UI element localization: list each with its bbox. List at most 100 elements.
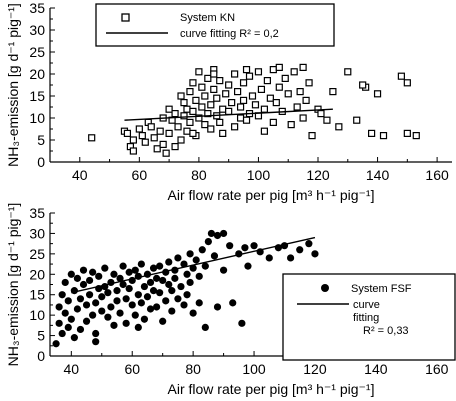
- data-point: [281, 74, 289, 83]
- legend-label: System KN: [180, 12, 235, 24]
- data-point: [213, 303, 222, 311]
- data-point: [76, 295, 85, 303]
- data-point: [192, 256, 200, 264]
- data-point: [412, 132, 420, 140]
- data-point: [104, 313, 112, 321]
- data-point: [186, 278, 194, 287]
- data-point: [290, 68, 298, 76]
- data-point: [250, 242, 258, 250]
- data-point: [368, 129, 376, 137]
- data-point: [204, 109, 212, 118]
- data-point: [286, 254, 295, 262]
- data-point: [129, 136, 137, 144]
- data-point: [210, 252, 219, 260]
- data-point: [137, 260, 145, 268]
- data-point: [219, 266, 228, 274]
- data-point: [241, 244, 249, 252]
- data-point: [85, 276, 94, 285]
- data-point: [210, 70, 218, 78]
- data-point: [129, 147, 137, 155]
- data-point: [244, 262, 252, 270]
- data-point: [159, 140, 167, 148]
- data-point: [113, 297, 121, 305]
- data-point: [266, 94, 274, 102]
- data-point: [98, 307, 106, 315]
- data-point: [201, 262, 209, 270]
- data-point: [204, 238, 212, 246]
- x-tick-label: 100: [242, 361, 266, 377]
- data-point: [302, 96, 310, 105]
- data-point: [329, 87, 337, 96]
- data-point: [257, 85, 266, 94]
- data-point: [210, 85, 218, 94]
- data-point: [219, 105, 227, 113]
- data-point: [198, 103, 206, 111]
- data-point: [323, 116, 331, 124]
- data-point: [287, 120, 295, 129]
- data-point: [76, 325, 85, 334]
- data-point: [239, 79, 248, 87]
- data-point: [165, 129, 173, 137]
- data-point: [397, 72, 405, 80]
- x-tick-label: 100: [247, 167, 271, 183]
- data-point: [131, 266, 139, 274]
- data-point: [180, 260, 188, 268]
- chart-bottom-fsf: 0 5 10 15 20 25 30 35 40 60 80 100 120 140 160 Air flow…: [5, 203, 456, 397]
- data-point: [146, 278, 155, 287]
- legend-label: curve fitting R² = 0,33: [353, 299, 409, 337]
- data-point: [165, 280, 173, 289]
- data-point: [275, 63, 283, 72]
- data-point: [248, 92, 257, 100]
- data-point: [177, 92, 185, 100]
- data-point: [168, 307, 176, 315]
- y-tick-label: 0: [37, 154, 45, 170]
- data-point: [171, 274, 179, 282]
- data-point: [403, 129, 411, 137]
- data-point: [195, 299, 203, 307]
- data-point: [242, 116, 251, 124]
- data-point: [52, 340, 60, 348]
- x-tick-label: 80: [185, 361, 201, 377]
- data-point: [55, 303, 63, 311]
- data-point: [174, 123, 182, 131]
- data-point: [180, 112, 188, 120]
- data-point: [153, 145, 161, 153]
- data-point: [239, 96, 248, 105]
- data-point: [110, 321, 118, 329]
- data-point: [379, 132, 388, 140]
- data-point: [162, 149, 170, 157]
- data-point: [141, 138, 149, 146]
- data-point: [213, 94, 221, 102]
- y-tick-label: 35: [29, 0, 45, 16]
- data-point: [67, 270, 75, 278]
- data-point: [195, 272, 203, 280]
- data-point: [231, 123, 239, 131]
- data-point: [245, 72, 254, 80]
- data-point: [79, 280, 88, 289]
- x-tick-label: 40: [72, 167, 88, 183]
- data-point: [64, 323, 72, 331]
- data-point: [101, 264, 109, 272]
- x-tick-label: 120: [303, 361, 327, 377]
- y-tick-label: 30: [29, 22, 45, 38]
- x-tick-label: 160: [425, 167, 449, 183]
- data-point: [156, 262, 164, 270]
- legend: System FSF curve fitting R² = 0,33: [282, 273, 456, 361]
- data-point: [89, 268, 97, 276]
- legend-box: [282, 273, 456, 361]
- y-tick-label: 25: [29, 246, 45, 262]
- data-point: [236, 103, 245, 111]
- data-point: [110, 270, 118, 278]
- data-point: [147, 123, 155, 131]
- data-point: [269, 118, 277, 127]
- data-point: [92, 299, 100, 307]
- data-point: [79, 266, 88, 274]
- data-point: [88, 134, 96, 142]
- data-point: [296, 87, 304, 96]
- data-point: [198, 246, 206, 254]
- data-point: [213, 231, 222, 240]
- data-point: [231, 70, 239, 78]
- y-tick-label: 15: [29, 88, 45, 104]
- data-point: [128, 301, 136, 309]
- data-point: [183, 270, 191, 278]
